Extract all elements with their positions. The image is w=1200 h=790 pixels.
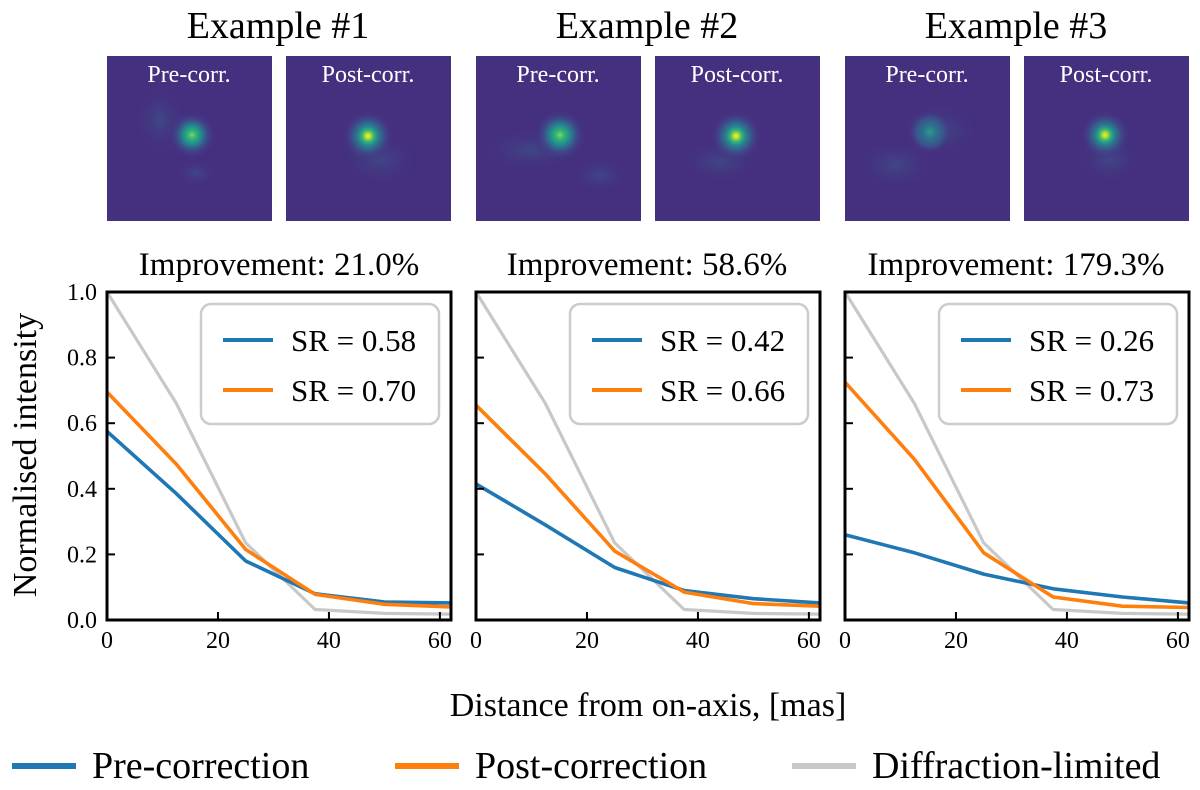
plot-panel-3: 0 20 40 60 SR = 0.26 SR = 0.73 bbox=[839, 290, 1191, 654]
psf-image-2-post: Post-corr. bbox=[655, 56, 820, 221]
figure-legend: Pre-correction Post-correction Diffraction… bbox=[12, 745, 1160, 787]
plot-frame-2 bbox=[474, 290, 822, 622]
psf-image-1-post: Post-corr. bbox=[286, 56, 451, 221]
y-tick-label: 0.0 bbox=[67, 608, 97, 634]
psf-label-pre-2: Pre-corr. bbox=[516, 62, 599, 88]
panel-title-1: Example #1 bbox=[187, 5, 370, 47]
x-axis-label: Distance from on-axis, [mas] bbox=[450, 687, 847, 724]
psf-label-post-3: Post-corr. bbox=[1060, 62, 1153, 88]
psf-image-2-pre: Pre-corr. bbox=[476, 56, 641, 221]
legend-label-post: SR = 0.73 bbox=[1029, 373, 1154, 408]
x-tick-label: 0 bbox=[839, 628, 851, 654]
panel-legend-box bbox=[937, 302, 1179, 426]
panel-subtitle-2: Improvement: 58.6% bbox=[507, 247, 787, 283]
plot-panel-2: 0 20 40 60 SR = 0.42 SR = 0.66 bbox=[470, 290, 822, 654]
psf-label-pre-1: Pre-corr. bbox=[147, 62, 230, 88]
y-tick-label: 0.2 bbox=[67, 542, 97, 568]
psf-image-3-post: Post-corr. bbox=[1024, 56, 1189, 221]
psf-label-post-2: Post-corr. bbox=[691, 62, 784, 88]
figure-legend-label-post: Post-correction bbox=[475, 745, 707, 787]
legend-label-post: SR = 0.66 bbox=[660, 373, 785, 408]
figure-legend-label-pre: Pre-correction bbox=[92, 745, 309, 787]
series-line-diff-2 bbox=[474, 291, 821, 616]
series-line-pre-1 bbox=[105, 430, 452, 605]
series-line-post-1 bbox=[105, 390, 452, 609]
psf-image-3-pre: Pre-corr. bbox=[845, 56, 1010, 221]
figure-legend-label-diff: Diffraction-limited bbox=[872, 745, 1160, 787]
x-tick-label: 60 bbox=[1166, 628, 1190, 654]
x-tick-label: 0 bbox=[101, 628, 113, 654]
y-tick-label: 0.6 bbox=[67, 411, 97, 437]
panel-legend-2: SR = 0.42 SR = 0.66 bbox=[568, 302, 810, 426]
x-tick-label: 60 bbox=[797, 628, 821, 654]
legend-label-pre: SR = 0.26 bbox=[1029, 323, 1154, 358]
panel-legend-1: SR = 0.58 SR = 0.70 bbox=[199, 302, 441, 426]
x-tick-label: 20 bbox=[575, 628, 599, 654]
x-tick-label: 40 bbox=[317, 628, 341, 654]
x-tick-label: 40 bbox=[686, 628, 710, 654]
series-line-pre-2 bbox=[475, 482, 821, 605]
plot-frame-3 bbox=[843, 290, 1191, 622]
x-tick-label: 60 bbox=[428, 628, 452, 654]
panel-subtitle-1: Improvement: 21.0% bbox=[139, 247, 419, 283]
panel-legend-box bbox=[568, 302, 810, 426]
psf-label-pre-3: Pre-corr. bbox=[885, 62, 968, 88]
legend-label-post: SR = 0.70 bbox=[291, 373, 416, 408]
panel-legend-box bbox=[199, 302, 441, 426]
legend-label-pre: SR = 0.58 bbox=[291, 323, 416, 358]
x-tick-label: 20 bbox=[944, 628, 968, 654]
series-line-post-3 bbox=[843, 380, 1190, 610]
panel-subtitle-3: Improvement: 179.3% bbox=[868, 247, 1165, 283]
legend-label-pre: SR = 0.42 bbox=[660, 323, 785, 358]
panel-title-2: Example #2 bbox=[556, 5, 739, 47]
series-line-pre-3 bbox=[844, 532, 1190, 605]
x-tick-label: 0 bbox=[470, 628, 482, 654]
y-tick-label: 1.0 bbox=[67, 280, 97, 306]
y-axis-label: Normalised intensity bbox=[7, 313, 44, 597]
series-line-post-2 bbox=[474, 403, 821, 608]
psf-image-1-pre: Pre-corr. bbox=[107, 56, 272, 221]
panel-legend-3: SR = 0.26 SR = 0.73 bbox=[937, 302, 1179, 426]
x-tick-label: 40 bbox=[1055, 628, 1079, 654]
psf-label-post-1: Post-corr. bbox=[322, 62, 415, 88]
plot-frame-1 bbox=[105, 290, 453, 622]
psf-images: Pre-corr. Post-corr. Pre-corr. Post-corr… bbox=[107, 56, 1189, 221]
panel-title-3: Example #3 bbox=[925, 5, 1108, 47]
x-tick-label: 20 bbox=[206, 628, 230, 654]
y-tick-label: 0.4 bbox=[67, 477, 97, 503]
y-tick-label: 0.8 bbox=[67, 346, 97, 372]
